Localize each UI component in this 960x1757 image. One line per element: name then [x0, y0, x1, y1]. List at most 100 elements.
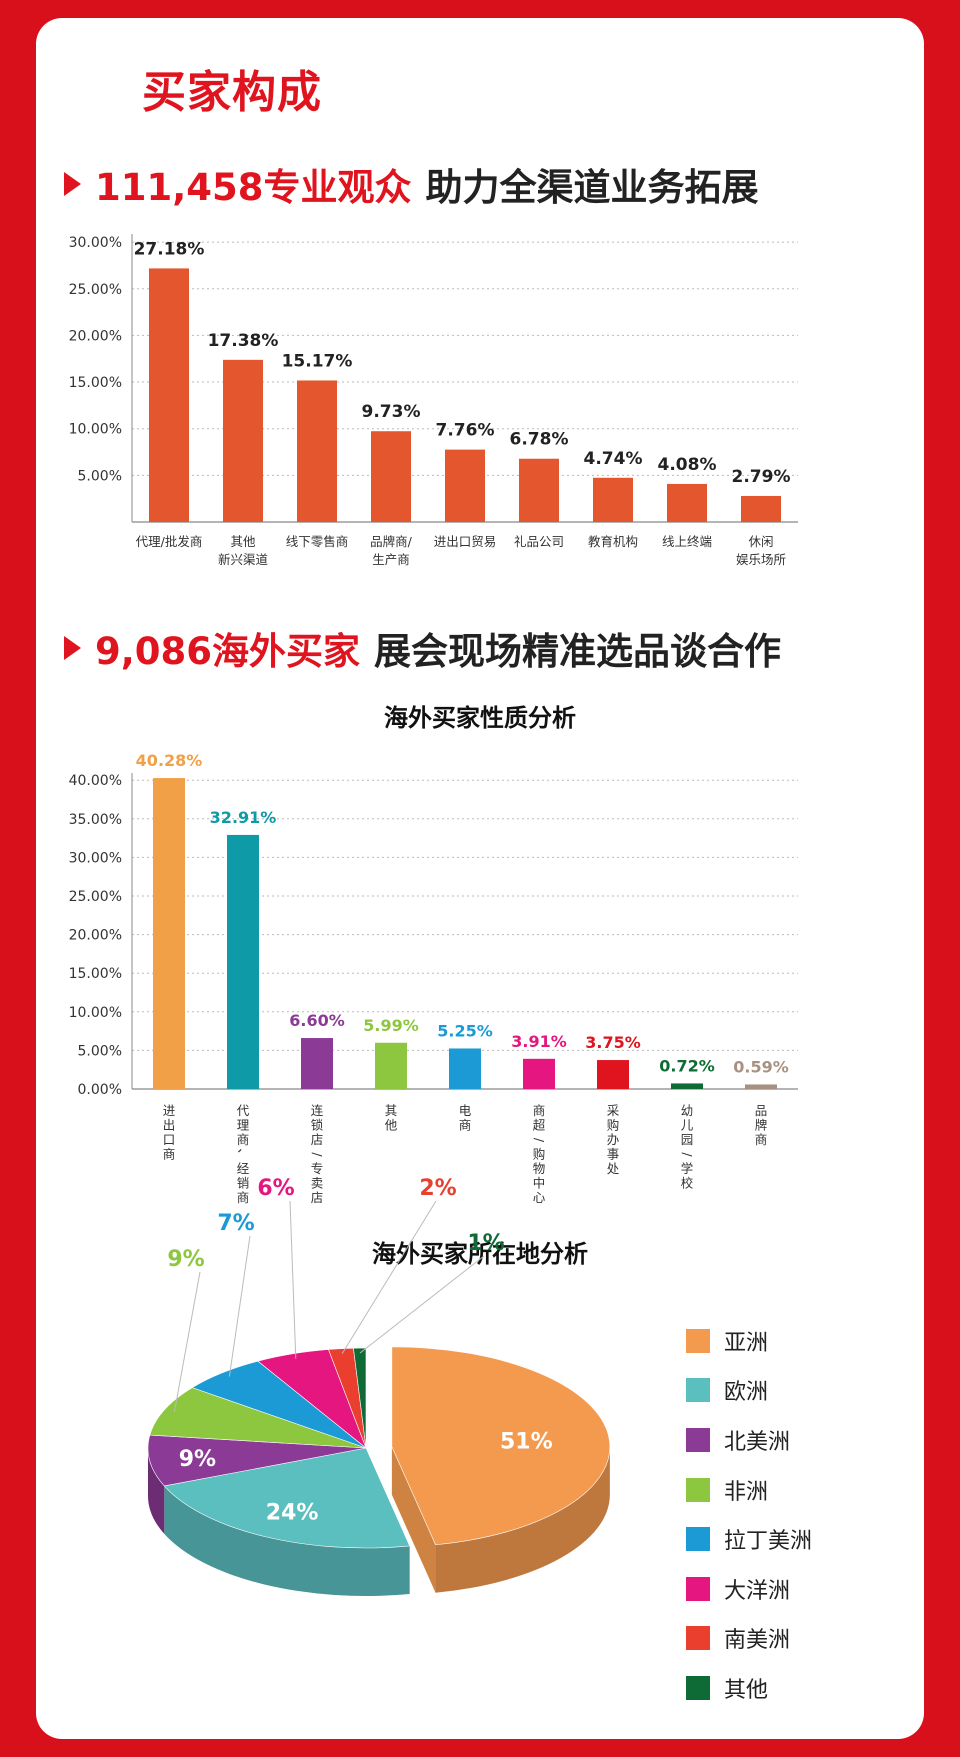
pie-slice: [391, 1346, 611, 1546]
bar: [297, 380, 337, 522]
x-tick-label: 线上终端: [662, 534, 712, 549]
x-tick-label: 品牌商/: [370, 534, 413, 549]
legend-item: 非洲: [686, 1465, 812, 1515]
y-tick-label: 10.00%: [69, 1005, 122, 1021]
headline-highlight: 111,458专业观众: [95, 166, 412, 209]
data-label: 32.91%: [210, 808, 277, 827]
bar: [301, 1038, 333, 1089]
x-tick-label-char: 商: [237, 1132, 250, 1147]
data-label: 6.78%: [510, 430, 569, 450]
leader-line: [359, 1255, 485, 1354]
data-label: 2.79%: [732, 467, 791, 487]
chart2-title: 海外买家性质分析: [384, 704, 576, 732]
x-tick-label-char: 处: [607, 1161, 620, 1176]
data-label: 40.28%: [136, 751, 203, 770]
legend-swatch: [686, 1626, 710, 1651]
x-tick-label-char: 出: [163, 1118, 176, 1133]
legend-item: 大洋洲: [686, 1564, 812, 1614]
y-tick-label: 5.00%: [78, 468, 122, 484]
data-label: 0.59%: [733, 1057, 789, 1076]
y-tick-label: 20.00%: [69, 328, 122, 344]
x-tick-label: 新兴渠道: [218, 552, 269, 567]
bar: [519, 458, 559, 522]
x-tick-label-char: 商: [755, 1132, 768, 1147]
x-tick-label-char: 他: [385, 1118, 398, 1133]
x-tick-label-char: /: [532, 1138, 547, 1143]
x-tick-label: 娱乐场所: [736, 552, 786, 567]
play-triangle-icon: [64, 636, 81, 660]
bar: [597, 1060, 629, 1089]
x-tick-label-char: 商: [459, 1118, 472, 1133]
data-label: 5.25%: [437, 1021, 493, 1040]
x-tick-label-char: 锁: [311, 1118, 324, 1133]
bar: [593, 477, 633, 522]
pie-data-label: 7%: [217, 1211, 254, 1236]
legend-label: 非洲: [724, 1479, 769, 1505]
legend-swatch: [686, 1527, 710, 1552]
x-tick-label-char: 办: [607, 1132, 620, 1147]
page-title: 买家构成: [142, 67, 322, 118]
pie-slice: [149, 1387, 367, 1449]
y-tick-label: 20.00%: [69, 928, 122, 944]
y-tick-label: 30.00%: [69, 235, 122, 251]
headline-overseas-buyers: 9,086海外买家 展会现场精准选品谈合作: [64, 618, 781, 678]
report-card: 买家构成 111,458专业观众 助力全渠道业务拓展 9,086海外买家 展会现…: [36, 18, 924, 1739]
x-tick-label-char: 采: [607, 1103, 620, 1118]
play-triangle-icon: [64, 172, 81, 196]
y-tick-label: 30.00%: [69, 850, 122, 866]
x-tick-label-char: 代: [237, 1103, 250, 1118]
data-label: 4.74%: [584, 449, 643, 469]
pie-slice: [147, 1434, 367, 1487]
x-tick-label-char: 其: [385, 1103, 398, 1118]
data-label: 15.17%: [282, 351, 353, 371]
x-tick-label-char: 店: [311, 1190, 324, 1205]
x-tick-label-char: 事: [607, 1147, 620, 1162]
x-tick-label-char: 连: [311, 1103, 324, 1118]
x-tick-label-char: 经: [237, 1161, 250, 1176]
chart3-title: 海外买家所在地分析: [372, 1240, 588, 1268]
x-tick-label-char: 店: [311, 1132, 324, 1147]
pie-legend: 亚洲 欧洲 北美洲 非洲 拉丁美洲 大洋洲 南美洲 其他: [686, 1316, 812, 1713]
x-tick-label: 线下零售商: [286, 534, 349, 549]
y-tick-label: 25.00%: [69, 889, 122, 905]
legend-label: 欧洲: [724, 1380, 769, 1406]
pie-slice-side: [391, 1446, 436, 1593]
y-tick-label: 15.00%: [69, 375, 122, 391]
legend-swatch: [686, 1576, 710, 1601]
data-label: 5.99%: [363, 1016, 419, 1035]
x-tick-label-char: 、: [236, 1148, 251, 1161]
x-tick-label: 生产商: [372, 552, 410, 567]
data-label: 3.75%: [585, 1033, 641, 1052]
y-tick-label: 35.00%: [69, 812, 122, 828]
data-label: 3.91%: [511, 1032, 567, 1051]
x-tick-label-char: 电: [459, 1103, 472, 1118]
y-tick-label: 40.00%: [69, 773, 122, 789]
x-tick-label-char: 中: [533, 1176, 546, 1191]
charts-canvas: 5.00% 10.00% 15.00% 20.00% 25.00% 30.00% 27.18…: [69, 234, 798, 1596]
legend-label: 南美洲: [724, 1628, 791, 1654]
x-tick-label-char: 学: [681, 1161, 694, 1176]
y-tick-label: 10.00%: [69, 422, 122, 438]
x-tick-label: 进出口贸易: [434, 534, 497, 549]
y-tick-label: 5.00%: [78, 1043, 122, 1059]
bar: [667, 483, 707, 522]
x-tick-label-char: 品: [755, 1103, 768, 1118]
x-tick-label-char: /: [310, 1152, 325, 1157]
y-tick-label: 0.00%: [78, 1082, 122, 1098]
data-label: 7.76%: [436, 421, 495, 441]
legend-label: 北美洲: [724, 1429, 791, 1455]
x-tick-label-char: 儿: [681, 1118, 694, 1133]
headline-text: 助力全渠道业务拓展: [425, 166, 759, 209]
bar: [445, 449, 485, 522]
x-tick-label-char: 商: [533, 1103, 546, 1118]
headline-professional-visitors: 111,458专业观众 助力全渠道业务拓展: [64, 154, 759, 214]
pie-data-label: 24%: [266, 1501, 319, 1526]
leader-line: [341, 1200, 437, 1354]
legend-label: 亚洲: [724, 1330, 769, 1356]
pie-slice-side: [148, 1448, 165, 1534]
pie-slice: [163, 1447, 411, 1549]
x-tick-label-char: 超: [533, 1118, 546, 1133]
bar: [227, 834, 259, 1089]
x-tick-label-char: 园: [681, 1132, 694, 1147]
x-tick-label-char: 销: [237, 1176, 250, 1191]
